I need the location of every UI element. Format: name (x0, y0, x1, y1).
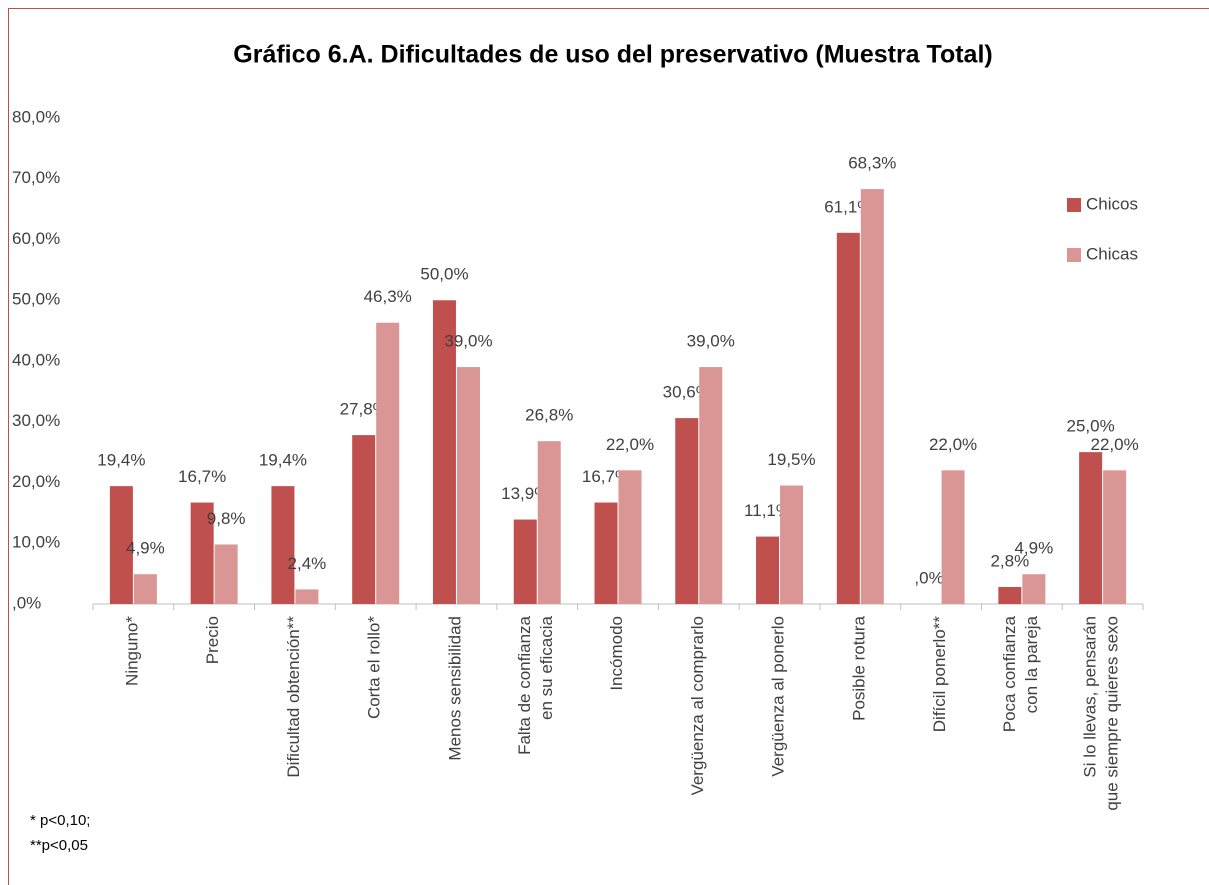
data-label: 2,8% (990, 551, 1029, 570)
x-tick-label: Precio (204, 616, 223, 664)
bar (618, 470, 642, 604)
bar (537, 441, 561, 604)
bar (998, 586, 1022, 604)
x-tick-label: Si lo llevas, pensarán que siempre quiere… (1081, 616, 1122, 811)
bar (271, 486, 295, 604)
bar (1103, 470, 1127, 604)
bar (780, 485, 804, 604)
x-tick-label: Ninguno* (123, 616, 142, 686)
data-label: 39,0% (444, 332, 492, 351)
y-tick-label: 60,0% (12, 229, 60, 248)
data-label: 4,9% (126, 539, 165, 558)
legend-swatch (1067, 198, 1081, 212)
data-label: 50,0% (420, 265, 468, 284)
x-tick-label: Posible rotura (850, 615, 869, 720)
y-tick-label: 40,0% (12, 350, 60, 369)
x-tick-label: Incómodo (607, 616, 626, 691)
bar (376, 322, 400, 604)
data-label: 25,0% (1067, 417, 1115, 436)
x-tick-label: Vergüenza al comprarlo (688, 616, 707, 796)
bar (675, 418, 699, 604)
y-tick-label: 50,0% (12, 290, 60, 309)
bar (756, 536, 780, 604)
x-tick-label: Difícil ponerlo** (931, 616, 950, 733)
y-tick-label: 30,0% (12, 411, 60, 430)
bar (836, 232, 860, 604)
bar (295, 589, 319, 604)
data-label: 22,0% (606, 435, 654, 454)
data-label: 27,8% (340, 400, 388, 419)
bar (594, 502, 618, 604)
x-tick-label: Corta el rollo* (365, 616, 384, 719)
data-label: 4,9% (1014, 539, 1053, 558)
data-label: 22,0% (929, 435, 977, 454)
data-label: 19,4% (97, 451, 145, 470)
y-tick-label: 80,0% (12, 107, 60, 126)
data-label: 46,3% (364, 287, 412, 306)
data-label: 39,0% (687, 332, 735, 351)
footnote: **p<0,05 (30, 837, 88, 854)
data-label: 26,8% (525, 406, 573, 425)
bar (699, 367, 723, 604)
data-label: 16,7% (178, 467, 226, 486)
bar (941, 470, 965, 604)
data-label: 2,4% (288, 554, 327, 573)
bar (214, 544, 238, 604)
bar (432, 300, 456, 604)
x-tick-label: Dificultad obtención** (284, 616, 303, 778)
data-label: 30,6% (663, 383, 711, 402)
data-label: ,0% (914, 568, 943, 587)
data-label: 22,0% (1091, 435, 1139, 454)
y-tick-label: 10,0% (12, 533, 60, 552)
data-label: 9,8% (207, 509, 246, 528)
data-label: 19,4% (259, 451, 307, 470)
data-label: 11,1% (744, 501, 791, 520)
legend-label: Chicas (1086, 244, 1138, 263)
y-tick-label: ,0% (12, 593, 41, 612)
chart-title: Gráfico 6.A. Dificultades de uso del pre… (233, 41, 992, 69)
bar (456, 367, 480, 604)
data-label: 19,5% (767, 450, 815, 469)
bar (352, 435, 376, 604)
bar (190, 502, 214, 604)
bar (1022, 574, 1046, 604)
x-tick-label: Poca confianza con la pareja (1000, 615, 1041, 732)
bar (109, 486, 133, 604)
data-label: 16,7% (582, 467, 630, 486)
bar (513, 519, 537, 604)
y-tick-label: 20,0% (12, 472, 60, 491)
x-tick-label: Falta de confianza en su eficacia (516, 615, 557, 754)
data-label: 13,9% (501, 484, 549, 503)
footnote: * p<0,10; (30, 812, 90, 829)
x-tick-label: Vergüenza al ponerlo (769, 616, 788, 777)
bar (133, 574, 157, 604)
frame (8, 8, 1209, 885)
y-tick-label: 70,0% (12, 168, 60, 187)
bar (860, 189, 884, 604)
legend-label: Chicos (1086, 194, 1138, 213)
legend-swatch (1067, 248, 1081, 262)
data-label: 61,1% (824, 197, 872, 216)
x-tick-label: Menos sensibilidad (446, 616, 465, 761)
data-label: 68,3% (848, 154, 896, 173)
bar (1079, 452, 1103, 604)
